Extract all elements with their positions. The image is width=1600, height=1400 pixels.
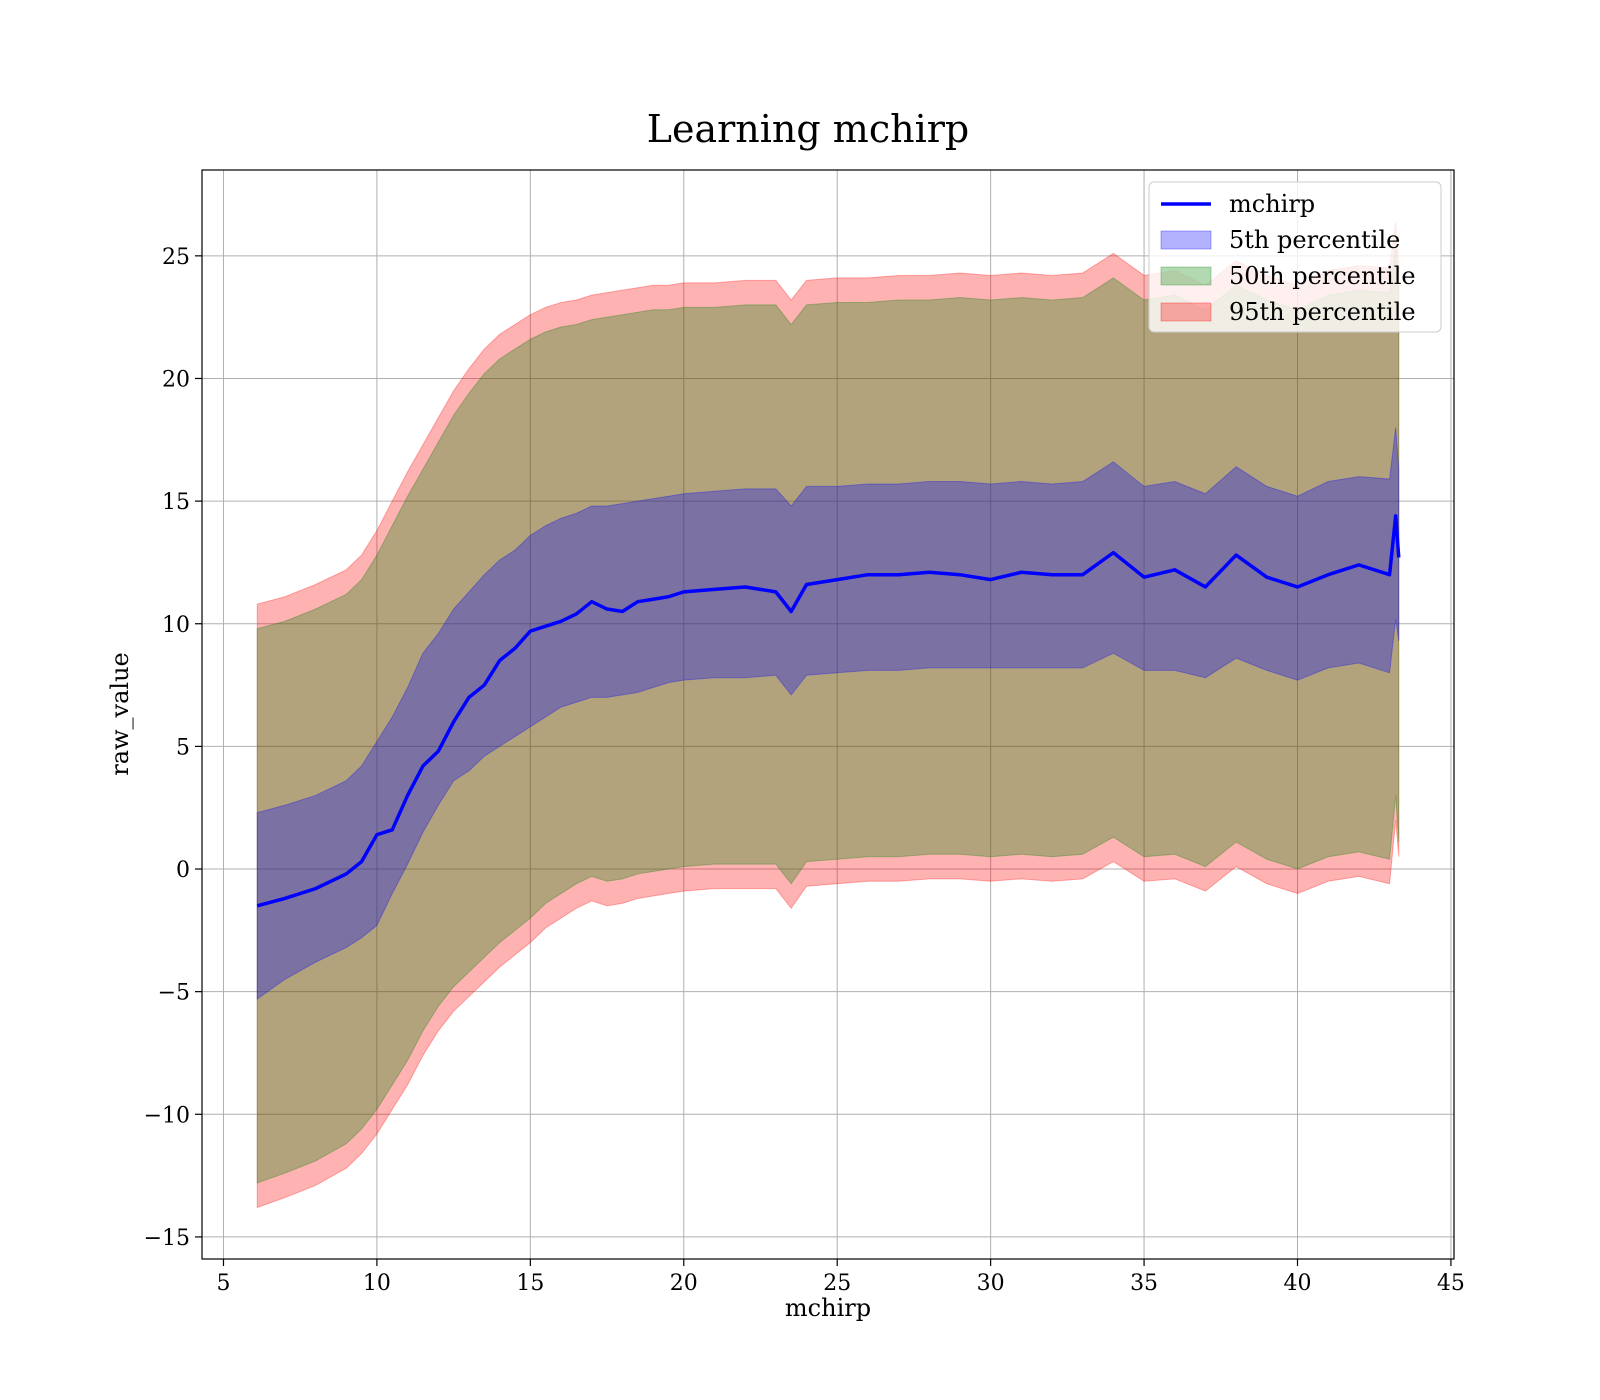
legend-swatch-50th xyxy=(1160,266,1212,286)
y-tick-label-0: −15 xyxy=(144,1226,190,1251)
y-tick-label-1: −10 xyxy=(144,1103,190,1128)
legend: mchirp 5th percentile 50th percentile 95th … xyxy=(1148,181,1442,333)
y-tick-label-3: 0 xyxy=(176,858,190,883)
x-axis-ticks: 5 10 15 20 25 30 35 40 45 xyxy=(216,1259,1465,1296)
chart-title: Learning mchirp xyxy=(647,107,969,151)
legend-label-50th: 50th percentile xyxy=(1229,262,1416,290)
legend-label-5th: 5th percentile xyxy=(1229,226,1400,254)
x-tick-label-3: 20 xyxy=(670,1271,698,1296)
mchirp-line xyxy=(256,514,1401,908)
x-tick-label-8: 45 xyxy=(1437,1271,1465,1296)
plot-frame xyxy=(201,169,1455,1260)
legend-label-95th: 95th percentile xyxy=(1229,298,1416,326)
y-tick-label-7: 20 xyxy=(162,367,190,392)
legend-box xyxy=(1148,181,1442,333)
grid xyxy=(202,170,1454,1259)
band-50th-percentile xyxy=(256,245,1400,1184)
series-line xyxy=(256,514,1401,908)
legend-swatch-5th xyxy=(1160,230,1212,250)
legend-label-mchirp: mchirp xyxy=(1229,190,1315,218)
y-tick-label-4: 5 xyxy=(176,735,190,760)
x-tick-label-4: 25 xyxy=(823,1271,851,1296)
percentile-bands xyxy=(256,221,1400,1209)
band-95th-percentile xyxy=(256,221,1400,1209)
y-axis-label: raw_value xyxy=(106,652,134,776)
y-tick-label-5: 10 xyxy=(162,613,190,638)
x-tick-label-6: 35 xyxy=(1130,1271,1158,1296)
y-tick-label-6: 15 xyxy=(162,490,190,515)
x-tick-label-0: 5 xyxy=(216,1271,230,1296)
x-tick-label-2: 15 xyxy=(516,1271,544,1296)
x-tick-label-1: 10 xyxy=(363,1271,391,1296)
band-5th-percentile xyxy=(256,427,1400,1000)
x-tick-label-5: 30 xyxy=(977,1271,1005,1296)
y-tick-label-8: 25 xyxy=(162,245,190,270)
legend-swatch-95th xyxy=(1160,302,1212,322)
x-tick-label-7: 40 xyxy=(1284,1271,1312,1296)
y-tick-label-2: −5 xyxy=(158,981,190,1006)
x-axis-label: mchirp xyxy=(785,1294,871,1322)
y-axis-ticks: −15 −10 −5 0 5 10 15 20 25 xyxy=(144,245,202,1251)
